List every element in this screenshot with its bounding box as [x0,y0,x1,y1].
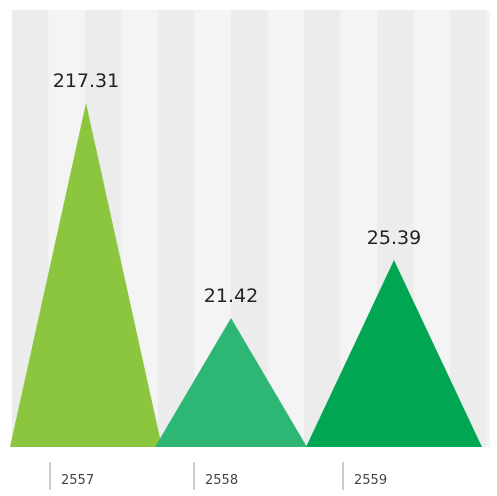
background-band [304,10,341,447]
value-labels: 217.31 21.42 25.39 [53,70,421,307]
background-bands [12,10,490,447]
value-label-2558: 21.42 [204,285,258,307]
value-label-2559: 25.39 [367,227,421,249]
triangle-bar-2559 [306,260,482,447]
triangle-bar-2558 [155,318,307,447]
background-band [486,10,490,447]
tick-label-2559: 2559 [354,473,387,488]
triangle-bar-2557 [10,103,162,447]
x-axis-ticks: 2557 2558 2559 [49,462,387,490]
tick-label-2558: 2558 [205,473,238,488]
value-label-2557: 217.31 [53,70,119,92]
background-band [267,10,304,447]
tick-label-2557: 2557 [61,473,94,488]
chart-marks [10,103,482,447]
background-band [158,10,195,447]
background-band [450,10,487,447]
